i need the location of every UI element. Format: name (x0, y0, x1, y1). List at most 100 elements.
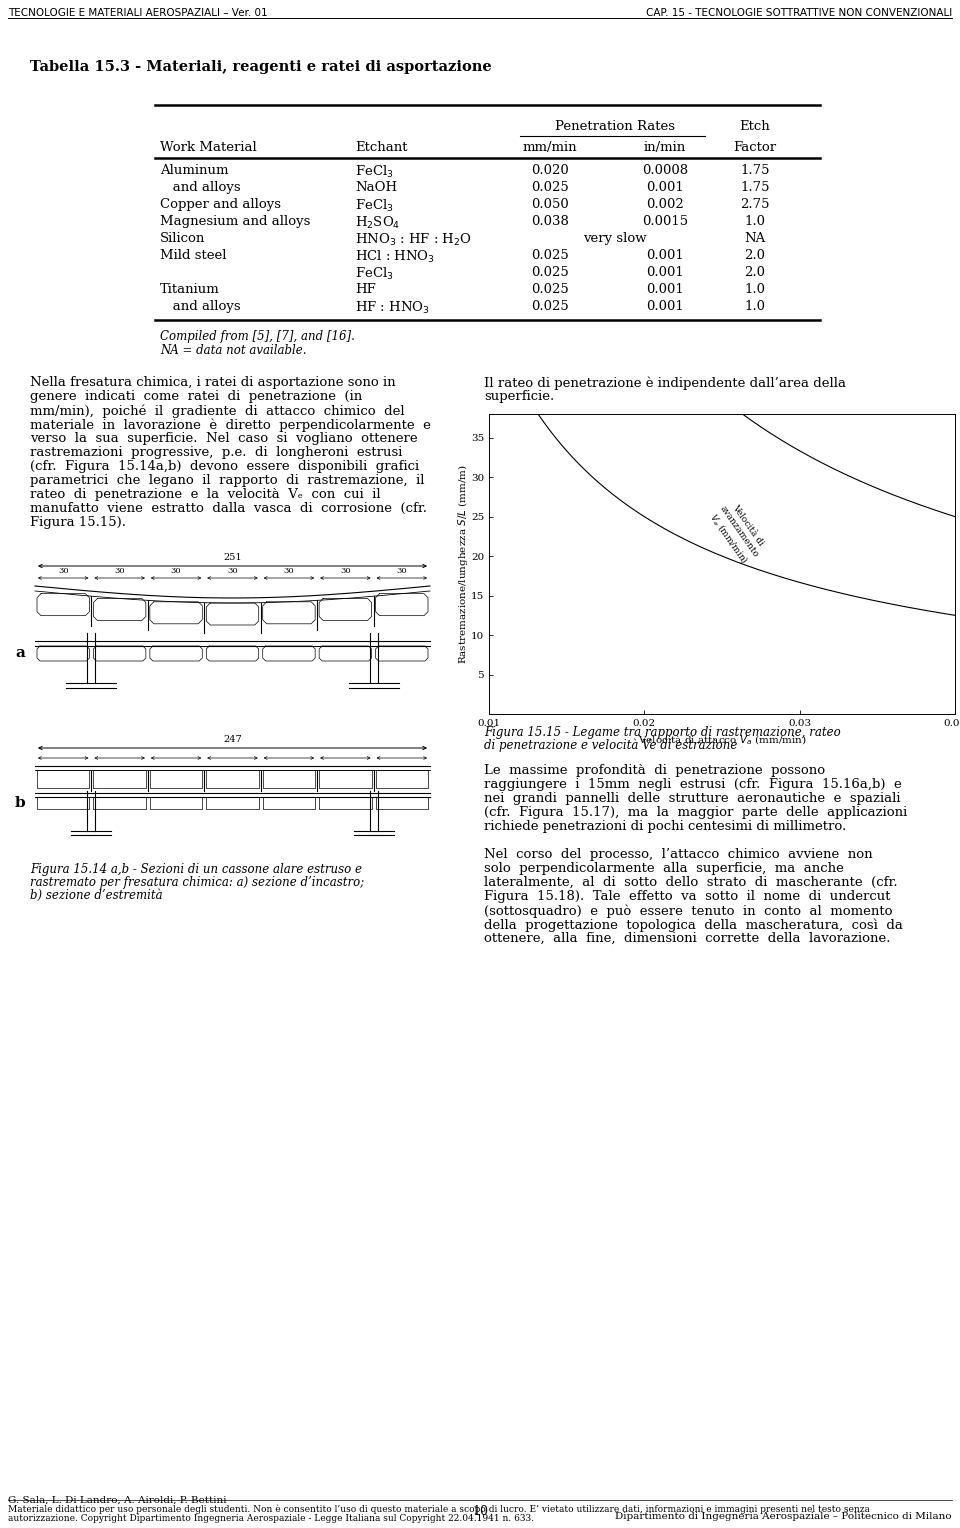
Text: b) sezione d’estremità: b) sezione d’estremità (30, 889, 162, 902)
Text: 0.001: 0.001 (646, 299, 684, 313)
Text: 10: 10 (472, 1505, 488, 1517)
Text: 247: 247 (223, 735, 242, 744)
Text: 30: 30 (58, 567, 68, 575)
Text: in/min: in/min (644, 141, 686, 154)
Text: raggiungere  i  15mm  negli  estrusi  (cfr.  Figura  15.16a,b)  e: raggiungere i 15mm negli estrusi (cfr. F… (484, 778, 901, 792)
Text: 2.0: 2.0 (745, 249, 765, 261)
Text: Figura 15.14 a,b - Sezioni di un cassone alare estruso e: Figura 15.14 a,b - Sezioni di un cassone… (30, 863, 362, 876)
Text: G. Sala, L. Di Landro, A. Airoldi, P. Bettini: G. Sala, L. Di Landro, A. Airoldi, P. Be… (8, 1496, 227, 1505)
Text: Dipartimento di Ingegneria Aerospaziale – Politecnico di Milano: Dipartimento di Ingegneria Aerospaziale … (615, 1513, 952, 1520)
Text: rateo  di  penetrazione  e  la  velocità  Vₑ  con  cui  il: rateo di penetrazione e la velocità Vₑ c… (30, 487, 380, 501)
Text: Nel  corso  del  processo,  l’attacco  chimico  avviene  non: Nel corso del processo, l’attacco chimic… (484, 848, 873, 860)
Text: 0.025: 0.025 (531, 249, 569, 261)
Text: 0.001: 0.001 (646, 283, 684, 296)
Text: solo  perpendicolarmente  alla  superficie,  ma  anche: solo perpendicolarmente alla superficie,… (484, 862, 844, 876)
Text: 0.025: 0.025 (531, 180, 569, 194)
Text: HNO$_3$ : HF : H$_2$O: HNO$_3$ : HF : H$_2$O (355, 232, 472, 248)
Text: 0.001: 0.001 (646, 180, 684, 194)
Text: Materiale didattico per uso personale degli studenti. Non è consentito l’uso di : Materiale didattico per uso personale de… (8, 1505, 870, 1514)
Text: NaOH: NaOH (355, 180, 397, 194)
Text: HF: HF (355, 283, 375, 296)
Text: (cfr.  Figura  15.17),  ma  la  maggior  parte  delle  applicazioni: (cfr. Figura 15.17), ma la maggior parte… (484, 805, 907, 819)
Text: and alloys: and alloys (160, 180, 241, 194)
Text: rastremazioni  progressive,  p.e.  di  longheroni  estrusi: rastremazioni progressive, p.e. di longh… (30, 446, 402, 458)
Text: Etchant: Etchant (355, 141, 407, 154)
Text: 30: 30 (228, 567, 238, 575)
Text: 2.75: 2.75 (740, 199, 770, 211)
Text: and alloys: and alloys (160, 299, 241, 313)
Text: 1.0: 1.0 (745, 283, 765, 296)
Text: Le  massime  profondità  di  penetrazione  possono: Le massime profondità di penetrazione po… (484, 764, 826, 778)
Text: H$_2$SO$_4$: H$_2$SO$_4$ (355, 215, 400, 231)
Text: Magnesium and alloys: Magnesium and alloys (160, 215, 310, 228)
Text: Nella fresatura chimica, i ratei di asportazione sono in: Nella fresatura chimica, i ratei di aspo… (30, 376, 396, 390)
Text: rastremato per fresatura chimica: a) sezione d’incastro;: rastremato per fresatura chimica: a) sez… (30, 876, 364, 889)
Text: Velocità di
avanzamento
$V_e$ (mm/min): Velocità di avanzamento $V_e$ (mm/min) (706, 498, 769, 567)
X-axis label: Velocità di attacco $V_a$ (mm/min): Velocità di attacco $V_a$ (mm/min) (637, 733, 806, 747)
Text: verso  la  sua  superficie.  Nel  caso  si  vogliano  ottenere: verso la sua superficie. Nel caso si vog… (30, 432, 418, 445)
Text: Aluminum: Aluminum (160, 163, 228, 177)
Text: a: a (15, 646, 25, 660)
Text: mm/min: mm/min (522, 141, 577, 154)
Text: manufatto  viene  estratto  dalla  vasca  di  corrosione  (cfr.: manufatto viene estratto dalla vasca di … (30, 503, 427, 515)
Text: 0.0008: 0.0008 (642, 163, 688, 177)
Text: 30: 30 (171, 567, 181, 575)
Text: 1.75: 1.75 (740, 180, 770, 194)
Text: della  progettazione  topologica  della  mascheratura,  così  da: della progettazione topologica della mas… (484, 918, 902, 932)
Text: genere  indicati  come  ratei  di  penetrazione  (in: genere indicati come ratei di penetrazio… (30, 390, 362, 403)
Text: 0.002: 0.002 (646, 199, 684, 211)
Text: mm/min),  poiché  il  gradiente  di  attacco  chimico  del: mm/min), poiché il gradiente di attacco … (30, 403, 404, 417)
Text: 1.0: 1.0 (745, 215, 765, 228)
Text: FeCl$_3$: FeCl$_3$ (355, 199, 394, 214)
Text: superficie.: superficie. (484, 390, 554, 403)
Text: 0.0015: 0.0015 (642, 215, 688, 228)
Text: FeCl$_3$: FeCl$_3$ (355, 266, 394, 283)
Text: (sottosquadro)  e  può  essere  tenuto  in  conto  al  momento: (sottosquadro) e può essere tenuto in co… (484, 905, 893, 917)
Text: Tabella 15.3 - Materiali, reagenti e ratei di asportazione: Tabella 15.3 - Materiali, reagenti e rat… (30, 60, 492, 73)
Text: 0.025: 0.025 (531, 299, 569, 313)
Text: 30: 30 (283, 567, 295, 575)
Text: parametrici  che  legano  il  rapporto  di  rastremazione,  il: parametrici che legano il rapporto di ra… (30, 474, 424, 487)
Text: nei  grandi  pannelli  delle  strutture  aeronautiche  e  spaziali: nei grandi pannelli delle strutture aero… (484, 792, 900, 805)
Text: lateralmente,  al  di  sotto  dello  strato  di  mascherante  (cfr.: lateralmente, al di sotto dello strato d… (484, 876, 898, 889)
Text: Copper and alloys: Copper and alloys (160, 199, 281, 211)
Text: 30: 30 (396, 567, 407, 575)
Text: TECNOLOGIE E MATERIALI AEROSPAZIALI – Ver. 01: TECNOLOGIE E MATERIALI AEROSPAZIALI – Ve… (8, 8, 268, 18)
Text: Factor: Factor (733, 141, 777, 154)
Text: 0.038: 0.038 (531, 215, 569, 228)
Text: Figura 15.15).: Figura 15.15). (30, 516, 126, 529)
Text: 30: 30 (340, 567, 350, 575)
Text: NA: NA (744, 232, 766, 244)
Text: 30: 30 (114, 567, 125, 575)
Text: Work Material: Work Material (160, 141, 256, 154)
Text: CAP. 15 - TECNOLOGIE SOTTRATTIVE NON CONVENZIONALI: CAP. 15 - TECNOLOGIE SOTTRATTIVE NON CON… (646, 8, 952, 18)
Text: HCl : HNO$_3$: HCl : HNO$_3$ (355, 249, 435, 264)
Text: HF : HNO$_3$: HF : HNO$_3$ (355, 299, 430, 316)
Text: 0.001: 0.001 (646, 266, 684, 280)
Text: Titanium: Titanium (160, 283, 220, 296)
Text: b: b (15, 796, 26, 810)
Text: 1.0: 1.0 (745, 299, 765, 313)
Y-axis label: Rastremazione/lunghezza $S/L$ (mm/m): Rastremazione/lunghezza $S/L$ (mm/m) (455, 465, 469, 665)
Text: Figura 15.15 - Legame tra rapporto di rastremazione, rateo: Figura 15.15 - Legame tra rapporto di ra… (484, 726, 841, 740)
Text: ottenere,  alla  fine,  dimensioni  corrette  della  lavorazione.: ottenere, alla fine, dimensioni corrette… (484, 932, 891, 944)
Text: Mild steel: Mild steel (160, 249, 227, 261)
Text: 0.025: 0.025 (531, 283, 569, 296)
Text: 0.020: 0.020 (531, 163, 569, 177)
Text: very slow: very slow (583, 232, 647, 244)
Text: materiale  in  lavorazione  è  diretto  perpendicolarmente  e: materiale in lavorazione è diretto perpe… (30, 419, 431, 431)
Text: 0.025: 0.025 (531, 266, 569, 280)
Text: NA = data not available.: NA = data not available. (160, 344, 306, 358)
Text: di penetrazione e velocità Ve di estrazione: di penetrazione e velocità Ve di estrazi… (484, 740, 737, 752)
Text: 2.0: 2.0 (745, 266, 765, 280)
Text: Etch: Etch (739, 121, 770, 133)
Text: 251: 251 (223, 553, 242, 562)
Text: Figura  15.18).  Tale  effetto  va  sotto  il  nome  di  undercut: Figura 15.18). Tale effetto va sotto il … (484, 889, 891, 903)
Text: richiede penetrazioni di pochi centesimi di millimetro.: richiede penetrazioni di pochi centesimi… (484, 821, 847, 833)
Text: 0.001: 0.001 (646, 249, 684, 261)
Text: Compiled from [5], [7], and [16].: Compiled from [5], [7], and [16]. (160, 330, 355, 342)
Text: FeCl$_3$: FeCl$_3$ (355, 163, 394, 180)
Text: Il rateo di penetrazione è indipendente dall’area della: Il rateo di penetrazione è indipendente … (484, 376, 846, 390)
Text: 0.050: 0.050 (531, 199, 569, 211)
Text: Silicon: Silicon (160, 232, 205, 244)
